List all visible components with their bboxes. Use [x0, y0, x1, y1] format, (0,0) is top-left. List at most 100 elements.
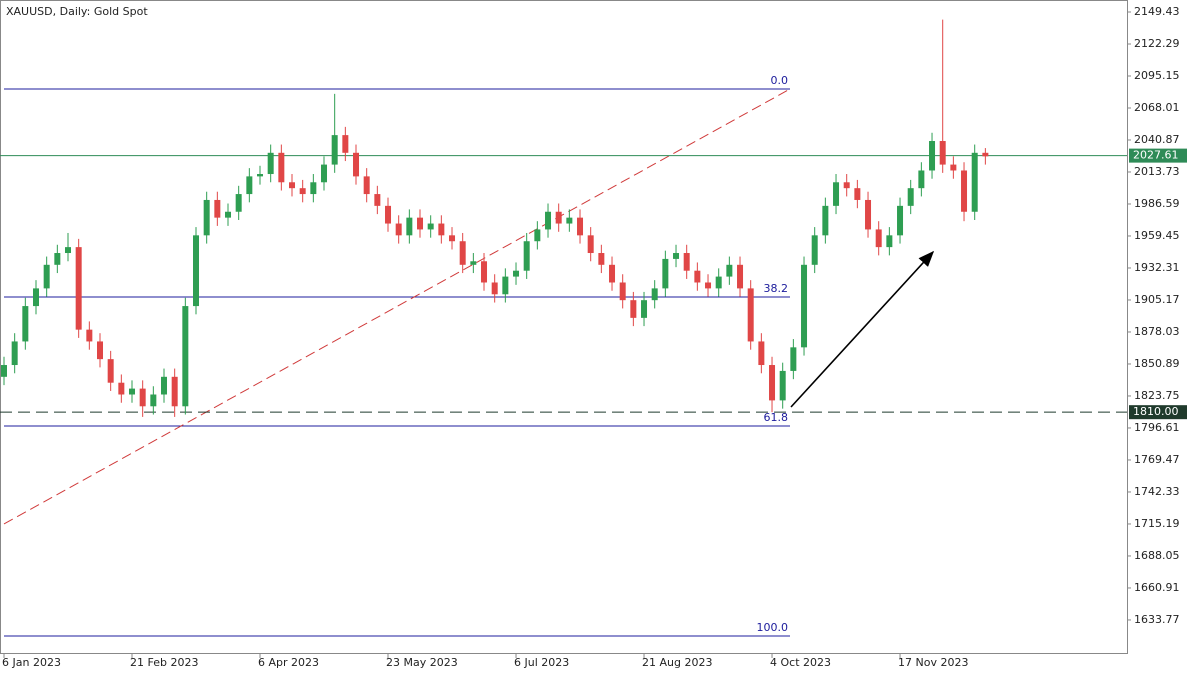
candle-body	[523, 241, 530, 271]
candle-body	[822, 205, 829, 236]
candle-body	[747, 288, 754, 342]
candle-body	[854, 188, 861, 200]
price-box	[1129, 148, 1187, 163]
candle-body	[374, 194, 381, 206]
price-label: 1810.00	[1133, 405, 1179, 418]
candle-body	[673, 253, 680, 259]
y-tick-label: 1823.75	[1134, 389, 1180, 402]
arrow	[790, 250, 935, 408]
candle-body	[427, 223, 434, 230]
candle-body	[833, 182, 840, 206]
candle-body	[417, 217, 424, 230]
y-tick-label: 1742.33	[1134, 485, 1180, 498]
candle-body	[65, 247, 72, 254]
y-tick-label: 1688.05	[1134, 549, 1180, 562]
x-tick-label: 4 Oct 2023	[770, 656, 831, 669]
candle-body	[705, 282, 712, 289]
candle-body	[363, 176, 370, 195]
candle-body	[950, 164, 957, 171]
candle-body	[918, 170, 925, 189]
candle-body	[630, 300, 637, 318]
candle-body	[214, 199, 221, 218]
candle-body	[865, 199, 872, 230]
candle-body	[406, 217, 413, 236]
fib-label: 0.0	[771, 74, 789, 87]
candle-body	[331, 135, 338, 165]
candle-body	[779, 370, 786, 401]
candle-body	[875, 229, 882, 248]
candle-body	[929, 141, 936, 171]
candle-body	[54, 253, 61, 265]
candle-body	[598, 253, 605, 265]
x-tick-label: 21 Aug 2023	[642, 656, 712, 669]
candle-body	[769, 365, 776, 401]
candle-body	[609, 264, 616, 283]
candle-body	[278, 152, 285, 183]
y-tick-label: 1905.17	[1134, 293, 1180, 306]
candle-body	[619, 282, 626, 301]
candle-body	[577, 217, 584, 236]
candle-body	[470, 261, 477, 265]
y-tick-label: 1796.61	[1134, 421, 1180, 434]
candle-body	[161, 376, 168, 395]
price-box	[1129, 405, 1187, 420]
candle-body	[385, 205, 392, 224]
candle-body	[289, 182, 296, 189]
candle-body	[86, 329, 93, 342]
candle-body	[715, 276, 722, 289]
y-tick-label: 1959.45	[1134, 229, 1180, 242]
candle-body	[907, 188, 914, 206]
candle-body	[22, 306, 29, 342]
x-tick-label: 21 Feb 2023	[130, 656, 198, 669]
candle-body	[11, 341, 18, 366]
candle-body	[651, 288, 658, 301]
candle-body	[139, 388, 146, 407]
y-tick-label: 1850.89	[1134, 357, 1180, 370]
x-tick-label: 6 Jul 2023	[514, 656, 569, 669]
fib-label: 61.8	[764, 411, 789, 424]
candle-body	[545, 211, 552, 230]
x-tick-label: 17 Nov 2023	[898, 656, 968, 669]
y-tick-label: 1633.77	[1134, 613, 1180, 626]
candle-body	[203, 199, 210, 236]
candle-body	[353, 152, 360, 177]
candle-body	[342, 135, 349, 153]
candle-body	[150, 394, 157, 407]
candle-body	[694, 270, 701, 283]
candle-body	[939, 141, 946, 165]
candle-body	[662, 258, 669, 289]
candle-body	[683, 253, 690, 271]
candle-body	[971, 152, 978, 212]
candle-body	[726, 264, 733, 277]
candle-body	[961, 170, 968, 212]
y-tick-label: 2122.29	[1134, 37, 1180, 50]
candle-body	[737, 264, 744, 289]
candle-body	[758, 341, 765, 366]
candle-body	[641, 300, 648, 318]
y-tick-label: 2040.87	[1134, 133, 1180, 146]
candle-body	[129, 388, 136, 395]
candle-body	[843, 182, 850, 189]
y-tick-label: 2149.43	[1134, 5, 1180, 18]
candle-body	[790, 347, 797, 371]
candle-body	[235, 194, 242, 212]
candle-body	[811, 235, 818, 265]
y-tick-label: 1878.03	[1134, 325, 1180, 338]
x-tick-label: 6 Apr 2023	[258, 656, 319, 669]
candle-body	[491, 282, 498, 295]
candle-body	[886, 235, 893, 248]
candle-body	[246, 176, 253, 195]
candle-body	[33, 288, 40, 307]
y-tick-label: 2013.73	[1134, 165, 1180, 178]
x-tick-label: 6 Jan 2023	[2, 656, 61, 669]
candle-body	[193, 235, 200, 307]
candle-body	[587, 235, 594, 254]
candle-body	[310, 182, 317, 195]
candle-body	[182, 306, 189, 407]
candle-body	[459, 241, 466, 265]
candle-body	[502, 276, 509, 295]
y-tick-label: 1986.59	[1134, 197, 1180, 210]
candle-body	[321, 164, 328, 183]
y-tick-label: 2095.15	[1134, 69, 1180, 82]
candle-body	[555, 211, 562, 224]
